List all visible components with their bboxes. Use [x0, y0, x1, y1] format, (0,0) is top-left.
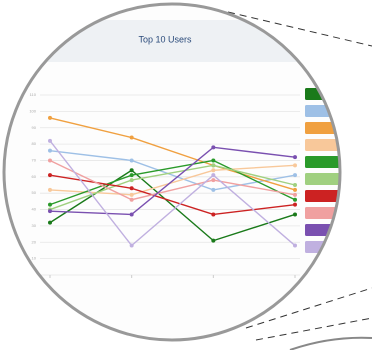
legend-swatch [305, 224, 340, 236]
y-tick-label: 40 [32, 207, 37, 212]
lens-rim [2, 2, 342, 342]
series-line [49, 164, 296, 211]
data-point [129, 212, 134, 217]
data-point [293, 243, 297, 248]
legend-swatch [305, 190, 340, 202]
data-point [211, 168, 216, 173]
data-point [48, 148, 52, 153]
data-point [293, 183, 297, 187]
data-point [129, 168, 134, 173]
data-point [293, 192, 297, 197]
y-tick-label: 90 [32, 125, 37, 130]
data-point [129, 197, 134, 202]
legend-swatch [305, 88, 340, 100]
data-point [211, 158, 216, 163]
zoom-line [227, 11, 372, 47]
data-point [293, 202, 297, 207]
y-tick-label: 60 [32, 174, 37, 179]
series-line [49, 117, 296, 191]
data-point [48, 173, 52, 178]
y-tick-label: 20 [32, 239, 37, 244]
legend-swatch [305, 156, 340, 168]
y-tick-label: 110 [30, 92, 37, 97]
data-point [129, 178, 134, 183]
data-point [48, 138, 52, 143]
data-point [211, 163, 216, 168]
series-line [49, 149, 296, 191]
legend-swatch [305, 173, 340, 185]
data-point [129, 173, 134, 178]
data-point [129, 192, 134, 197]
data-point [293, 163, 297, 168]
data-point [129, 186, 134, 191]
lens-edge [289, 336, 372, 350]
data-point [293, 187, 297, 192]
data-point [48, 220, 52, 225]
y-tick-label: 70 [32, 158, 37, 163]
legend-swatch [305, 122, 340, 134]
series-line [49, 140, 296, 247]
y-tick-label: 10 [32, 256, 37, 261]
series-line [49, 146, 296, 216]
y-tick-label: 30 [32, 223, 37, 228]
data-point [48, 115, 52, 120]
data-point [48, 202, 52, 207]
series-line [49, 159, 296, 201]
data-point [48, 209, 52, 214]
data-point [129, 135, 134, 140]
zoom-line [255, 317, 372, 341]
data-point [48, 187, 52, 192]
data-point [293, 197, 297, 202]
y-tick-label: 50 [32, 190, 37, 195]
legend-swatch [305, 139, 340, 151]
y-tick-label: 80 [32, 141, 37, 146]
data-point [293, 155, 297, 160]
data-point [211, 178, 216, 183]
data-point [293, 212, 297, 217]
data-point [48, 158, 52, 163]
data-point [211, 173, 216, 178]
data-point [129, 243, 134, 248]
data-point [293, 173, 297, 178]
legend-swatch [305, 207, 340, 219]
zoom-line [245, 287, 372, 329]
series-line [49, 169, 296, 242]
data-point [129, 158, 134, 163]
series-line [49, 159, 296, 206]
data-point [211, 187, 216, 192]
data-point [211, 145, 216, 150]
data-point [211, 212, 216, 217]
data-point [211, 238, 216, 243]
chart-title: Top 10 Users [138, 34, 192, 44]
y-tick-label: 100 [29, 108, 36, 113]
